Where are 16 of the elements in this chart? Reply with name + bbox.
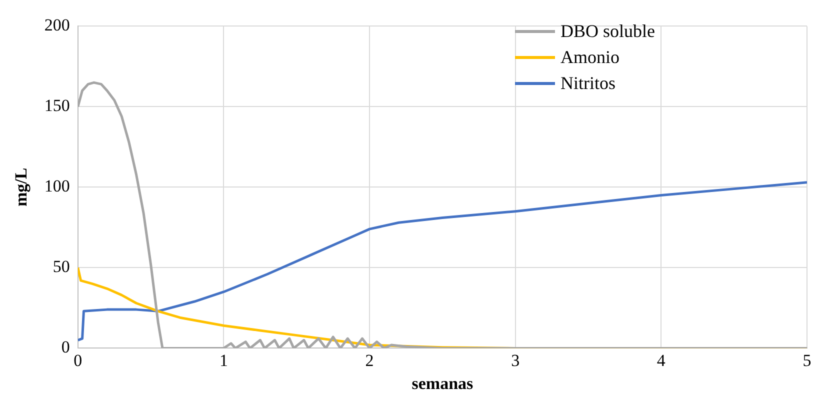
- legend-label: DBO soluble: [560, 21, 655, 42]
- x-tick-label: 3: [511, 350, 520, 370]
- x-axis-title: semanas: [412, 374, 474, 394]
- x-tick-label: 5: [802, 350, 812, 370]
- x-tick-label: 0: [74, 350, 82, 370]
- legend-label: Nitritos: [560, 73, 616, 94]
- legend-label: Amonio: [560, 47, 620, 68]
- y-tick-label: 0: [61, 338, 70, 357]
- y-tick-label: 200: [44, 16, 70, 35]
- x-tick-label: 1: [219, 350, 228, 370]
- y-tick-label: 100: [44, 176, 70, 196]
- y-axis-title: mg/L: [12, 168, 31, 207]
- x-tick-label: 2: [365, 350, 374, 370]
- y-tick-label: 50: [52, 257, 70, 276]
- y-tick-label: 150: [44, 96, 70, 116]
- x-tick-label: 4: [656, 350, 666, 370]
